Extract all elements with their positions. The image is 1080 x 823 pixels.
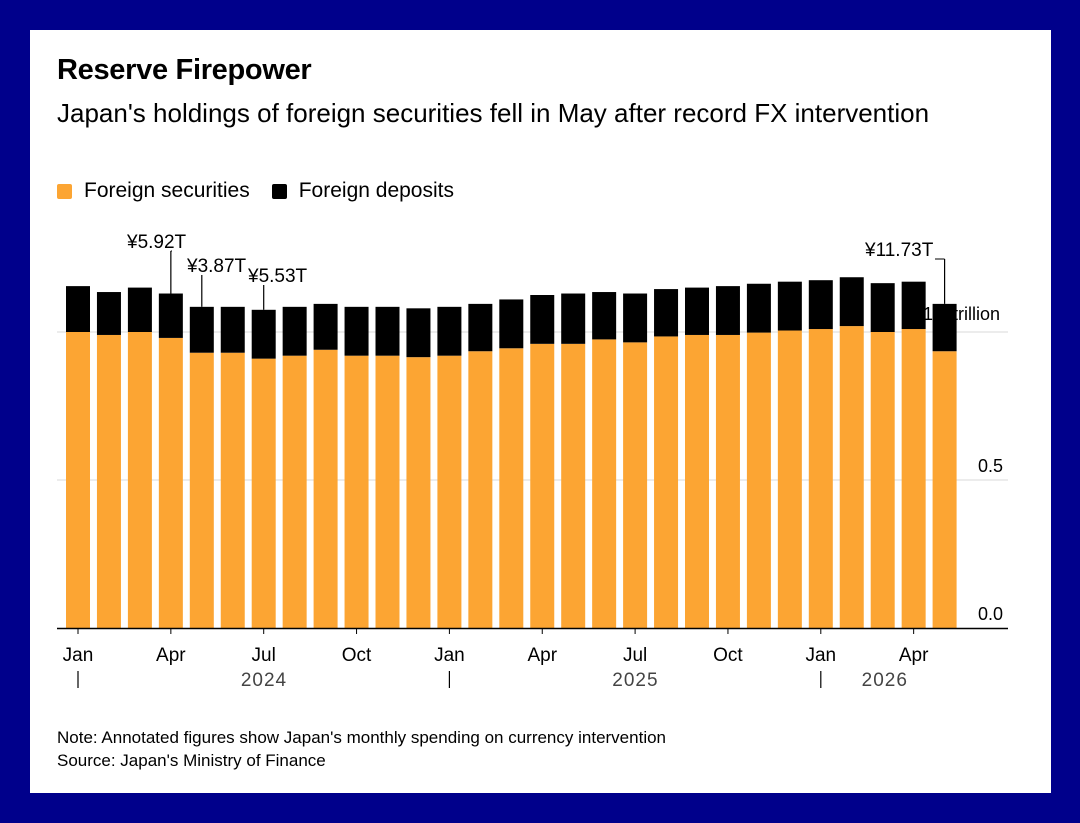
bar-deposits-9 — [344, 306, 369, 356]
bar-securities-21 — [715, 334, 740, 628]
bar-securities-3 — [158, 337, 183, 628]
bar-securities-25 — [839, 326, 864, 628]
y-tick-label-1: 0.5 — [978, 456, 1003, 476]
bar-deposits-12 — [437, 306, 462, 356]
bar-deposits-4 — [189, 306, 214, 353]
bar-securities-15 — [530, 343, 555, 628]
bar-deposits-24 — [808, 280, 833, 330]
legend-swatch-deposits — [271, 183, 287, 199]
chart-subtitle: Japan's holdings of foreign securities f… — [57, 98, 930, 128]
x-tick-label-0: Jan — [63, 645, 94, 666]
bar-deposits-16 — [561, 293, 586, 344]
bar-securities-7 — [282, 355, 307, 628]
bar-deposits-26 — [870, 283, 895, 332]
legend-label-securities: Foreign securities — [84, 179, 250, 202]
bar-securities-18 — [623, 342, 648, 628]
bar-deposits-0 — [66, 286, 90, 332]
bar-deposits-20 — [685, 287, 709, 335]
bar-deposits-2 — [127, 287, 152, 332]
bar-deposits-18 — [623, 293, 648, 343]
bar-securities-27 — [901, 329, 926, 628]
bar-deposits-22 — [746, 283, 771, 333]
bar-deposits-10 — [375, 306, 400, 356]
bar-deposits-23 — [777, 281, 802, 331]
annotation-label-2: ¥5.53T — [247, 266, 308, 287]
x-tick-label-8: Jan — [805, 645, 836, 666]
x-tick-label-4: Jan — [434, 645, 465, 666]
bar-securities-10 — [375, 355, 400, 628]
bar-deposits-15 — [530, 295, 555, 344]
bar-securities-23 — [777, 330, 802, 628]
bar-securities-4 — [189, 352, 214, 628]
bar-securities-5 — [220, 352, 245, 628]
bar-deposits-27 — [901, 281, 926, 330]
annotation-label-1: ¥3.87T — [186, 256, 247, 277]
bar-deposits-14 — [499, 299, 524, 349]
x-tick-label-1: Apr — [156, 645, 186, 666]
bar-securities-13 — [468, 351, 493, 628]
bar-securities-22 — [746, 332, 771, 628]
source-text: Source: Japan's Ministry of Finance — [57, 751, 326, 770]
bar-securities-14 — [499, 348, 524, 628]
bar-deposits-5 — [220, 306, 245, 353]
chart-title: Reserve Firepower — [57, 54, 312, 86]
bar-securities-12 — [437, 355, 462, 628]
bar-deposits-17 — [592, 292, 617, 340]
annotation-label-3: ¥11.73T — [864, 240, 934, 261]
x-tick-label-9: Apr — [899, 645, 929, 666]
legend-item-deposits: Foreign deposits — [271, 179, 454, 203]
bar-deposits-25 — [839, 277, 864, 327]
bar-deposits-28 — [932, 303, 957, 352]
bar-securities-17 — [592, 339, 617, 628]
x-tick-label-3: Oct — [342, 645, 372, 666]
bar-securities-11 — [406, 357, 431, 628]
bar-securities-28 — [932, 351, 957, 628]
annotation-label-0: ¥5.92T — [126, 232, 187, 253]
bar-securities-2 — [127, 332, 152, 628]
chart-card: Reserve Firepower Japan's holdings of fo… — [30, 30, 1051, 793]
year-label-0: 2024 — [241, 670, 287, 691]
bar-securities-6 — [251, 358, 276, 628]
y-unit-label: 1.0 trillion — [923, 304, 1000, 324]
bar-securities-16 — [561, 343, 586, 628]
x-tick-label-6: Jul — [623, 645, 647, 666]
bar-deposits-1 — [96, 292, 121, 335]
bar-deposits-6 — [251, 309, 276, 359]
bar-securities-8 — [313, 349, 338, 628]
bar-securities-26 — [870, 332, 895, 628]
legend-item-securities: Foreign securities — [57, 179, 250, 203]
bar-securities-1 — [96, 334, 121, 628]
x-tick-label-5: Apr — [527, 645, 557, 666]
x-tick-label-7: Oct — [713, 645, 743, 666]
bar-securities-19 — [654, 336, 679, 628]
legend-swatch-securities — [57, 183, 72, 199]
bar-deposits-3 — [158, 293, 183, 338]
year-label-1: 2025 — [612, 670, 658, 691]
bar-chart: 0.0 0.5 1.0 trillion Jan Apr Jul Oct Jan Apr Jul O… — [57, 232, 1008, 691]
legend: Foreign securities Foreign deposits — [57, 179, 476, 203]
x-tick-label-2: Jul — [252, 645, 276, 666]
bar-securities-0 — [66, 332, 90, 628]
bar-deposits-13 — [468, 303, 493, 352]
bar-securities-20 — [685, 334, 709, 628]
note-text: Note: Annotated figures show Japan's mon… — [57, 728, 667, 747]
year-label-2: 2026 — [862, 670, 908, 691]
chart-footnote: Note: Annotated figures show Japan's mon… — [57, 726, 666, 772]
bar-deposits-11 — [406, 308, 431, 358]
bar-deposits-7 — [282, 306, 307, 356]
bar-securities-24 — [808, 329, 833, 628]
legend-label-deposits: Foreign deposits — [298, 179, 454, 202]
y-tick-label-0: 0.0 — [978, 604, 1003, 624]
bar-securities-9 — [344, 355, 369, 628]
bar-deposits-8 — [313, 303, 338, 350]
bar-deposits-19 — [654, 289, 679, 337]
bar-deposits-21 — [715, 286, 740, 335]
